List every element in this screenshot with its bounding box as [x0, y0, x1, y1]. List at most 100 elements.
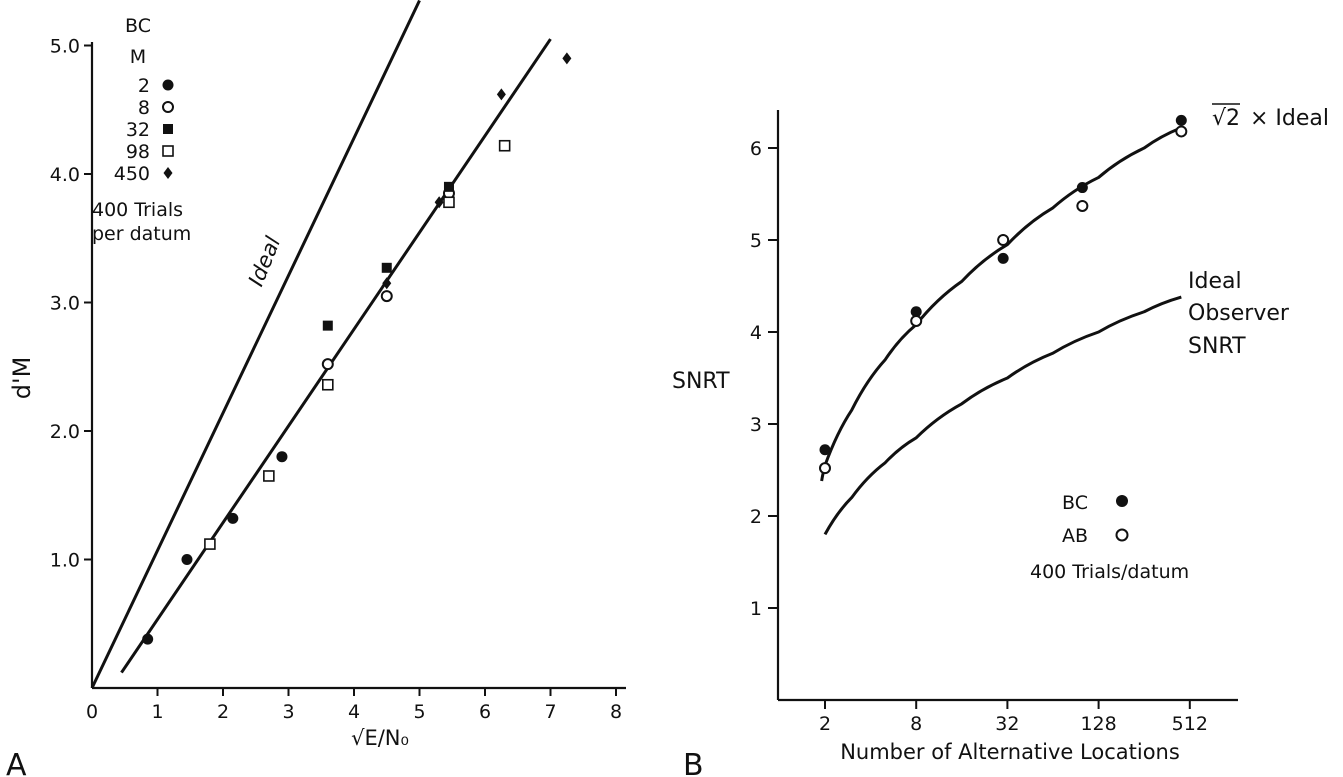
data-point-ab: [997, 234, 1010, 246]
y-tick-label: 1.0: [50, 550, 80, 572]
panel-a-y-ticks: 1.0 2.0 3.0 4.0 5.0: [50, 36, 92, 572]
legend-bc-marker: [1116, 495, 1128, 507]
panel-b: 2 8 32 128 512 1 2 3 4 5 6 SNRT Number of Alterna…: [672, 103, 1329, 777]
data-point-m-98: [443, 196, 455, 209]
data-point-m-32: [381, 262, 392, 273]
data-point-m-8: [380, 290, 393, 303]
svg-text:d'M: d'M: [8, 357, 36, 400]
panel-a: 0 1 2 3 4 5 6 7 8 1.0 2.0 3.0 4.0 5.0 d'M √E/N₀ BC M…: [6, 0, 626, 777]
legend-marker-m-98: [162, 145, 174, 157]
x-tick-label: 7: [544, 701, 556, 723]
data-point-bc: [819, 444, 831, 456]
legend-note-line1: 400 Trials: [92, 199, 183, 221]
legend-marker-m-2: [162, 79, 174, 91]
y-tick-label: 1: [750, 598, 762, 620]
data-point-m-98: [263, 470, 275, 482]
legend-ab-marker: [1115, 528, 1129, 542]
legend-note: 400 Trials/datum: [1030, 561, 1189, 583]
data-point-m-450: [562, 52, 572, 65]
svg-text:SNRT: SNRT: [1188, 334, 1246, 359]
y-tick-label: 5: [750, 230, 762, 252]
x-tick-label: 1: [151, 701, 163, 723]
x-tick-label: 6: [479, 701, 491, 723]
legend-label-m-450: 450: [114, 163, 150, 185]
data-point-m-450: [382, 277, 392, 290]
y-tick-label: 5.0: [50, 36, 80, 58]
y-tick-label: 4: [750, 322, 762, 344]
x-tick-label: 128: [1080, 713, 1116, 735]
y-tick-label: 6: [750, 138, 762, 160]
legend-label-m-2: 2: [138, 75, 150, 97]
x-tick-label: 512: [1172, 713, 1208, 735]
data-point-m-32: [322, 320, 333, 331]
panel-b-x-axis-label: Number of Alternative Locations: [840, 740, 1180, 764]
data-point-ab: [819, 462, 831, 475]
data-point-bc: [1175, 114, 1187, 126]
data-point-m-450: [496, 88, 506, 101]
svg-text:Ideal: Ideal: [1188, 269, 1242, 294]
y-tick-label: 2.0: [50, 421, 80, 443]
legend-label-m-8: 8: [138, 97, 150, 119]
fit-line: [120, 38, 552, 674]
data-point-m-8: [321, 358, 334, 371]
svg-text:√E/N₀: √E/N₀: [351, 726, 409, 750]
panel-a-y-axis-label: d'M: [8, 357, 36, 400]
legend-label-m-32: 32: [126, 119, 150, 141]
ideal-line: [90, 0, 421, 689]
data-point-m-2: [142, 633, 154, 645]
legend-title-line1: BC: [125, 15, 151, 37]
panel-label-b: B: [683, 748, 704, 777]
data-point-bc: [910, 306, 922, 318]
x-tick-label: 4: [348, 701, 360, 723]
legend-marker-m-32: [163, 124, 173, 134]
data-point-m-98: [321, 378, 334, 391]
legend-bc-label: BC: [1062, 492, 1088, 514]
data-point-m-98: [498, 139, 511, 152]
data-point-m-2: [227, 512, 239, 524]
upper-curve-label: √2 × Ideal: [1212, 103, 1329, 131]
x-tick-label: 8: [910, 713, 922, 735]
panel-b-points: [819, 114, 1188, 475]
data-point-m-2: [276, 451, 288, 463]
panel-b-curves: [820, 126, 1182, 536]
sqrt2-ideal-curve: [820, 126, 1182, 482]
svg-text:Observer: Observer: [1188, 301, 1290, 326]
legend-marker-m-450: [163, 167, 173, 179]
panel-b-x-ticks: 2 8 32 128 512: [819, 700, 1208, 735]
data-point-bc: [997, 252, 1009, 264]
data-point-ab: [910, 314, 923, 327]
legend-label-m-98: 98: [126, 141, 150, 163]
x-tick-label: 2: [819, 713, 831, 735]
y-tick-label: 4.0: [50, 164, 80, 186]
svg-text:× Ideal: × Ideal: [1250, 106, 1329, 131]
x-tick-label: 32: [995, 713, 1019, 735]
legend-note-line2: per datum: [92, 223, 191, 245]
data-point-m-450: [434, 196, 444, 209]
data-point-m-98: [204, 538, 216, 550]
legend-ab-label: AB: [1062, 525, 1088, 547]
legend-marker-m-8: [162, 101, 174, 113]
ideal-observer-curve: [823, 295, 1182, 536]
data-point-bc: [1076, 182, 1088, 194]
ideal-line-label: Ideal: [244, 233, 285, 290]
data-point-m-2: [181, 554, 193, 565]
x-tick-label: 8: [610, 701, 622, 723]
panel-a-points: [142, 52, 572, 645]
x-tick-label: 3: [282, 701, 294, 723]
data-point-m-32: [443, 181, 454, 192]
panel-label-a: A: [6, 748, 27, 777]
panel-a-x-axis-label: √E/N₀: [351, 726, 409, 750]
x-tick-label: 2: [217, 701, 229, 723]
data-point-ab: [1076, 199, 1089, 212]
legend-title-line2: M: [130, 46, 146, 68]
panel-a-lines: [90, 0, 552, 689]
y-tick-label: 3: [750, 414, 762, 436]
svg-text:Ideal: Ideal: [244, 233, 285, 290]
svg-text:√2: √2: [1212, 106, 1240, 131]
panel-b-y-axis-label: SNRT: [672, 369, 730, 394]
data-point-ab: [1175, 125, 1188, 138]
x-tick-label: 5: [413, 701, 425, 723]
panel-a-x-ticks: 0 1 2 3 4 5 6 7 8: [86, 688, 622, 723]
